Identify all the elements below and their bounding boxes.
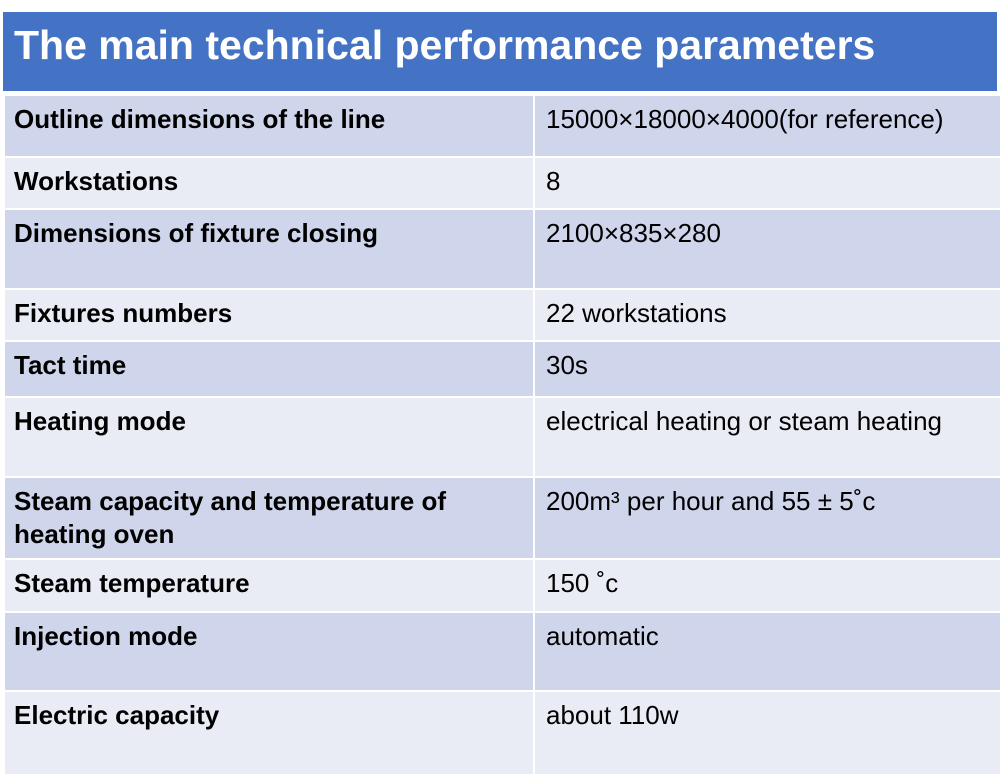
parameter-label: Dimensions of fixture closing [3, 208, 535, 290]
table-row: Electric capacity about 110w [3, 690, 1000, 776]
slide: The main technical performance parameter… [3, 12, 1000, 778]
parameter-label: Workstations [3, 156, 535, 210]
parameter-label: Outline dimensions of the line [3, 94, 535, 158]
table-row: Injection mode automatic [3, 611, 1000, 692]
parameters-table: Outline dimensions of the line 15000×180… [3, 94, 1000, 776]
parameter-label: Steam temperature [3, 558, 535, 613]
page-title: The main technical performance parameter… [14, 22, 876, 68]
parameter-label: Injection mode [3, 611, 535, 692]
parameter-value: automatic [533, 611, 1000, 692]
parameter-label: Heating mode [3, 396, 535, 478]
parameter-value: about 110w [533, 690, 1000, 776]
table-row: Heating mode electrical heating or steam… [3, 396, 1000, 478]
parameter-label: Electric capacity [3, 690, 535, 776]
table-row: Steam capacity and temperature of heatin… [3, 476, 1000, 560]
table-row: Workstations 8 [3, 156, 1000, 210]
parameter-value: 200m³ per hour and 55 ± 5˚c [533, 476, 1000, 560]
parameter-value: 15000×18000×4000(for reference) [533, 94, 1000, 158]
parameter-value: 8 [533, 156, 1000, 210]
table-row: Steam temperature 150 ˚c [3, 558, 1000, 613]
table-row: Dimensions of fixture closing 2100×835×2… [3, 208, 1000, 290]
parameter-value: 22 workstations [533, 288, 1000, 342]
parameter-value: 150 ˚c [533, 558, 1000, 613]
table-row: Tact time 30s [3, 340, 1000, 398]
parameter-value: 2100×835×280 [533, 208, 1000, 290]
parameter-label: Tact time [3, 340, 535, 398]
title-bar: The main technical performance parameter… [3, 12, 997, 91]
parameter-value: 30s [533, 340, 1000, 398]
table-row: Outline dimensions of the line 15000×180… [3, 94, 1000, 158]
parameter-value: electrical heating or steam heating [533, 396, 1000, 478]
table-row: Fixtures numbers 22 workstations [3, 288, 1000, 342]
parameter-label: Steam capacity and temperature of heatin… [3, 476, 535, 560]
parameter-label: Fixtures numbers [3, 288, 535, 342]
